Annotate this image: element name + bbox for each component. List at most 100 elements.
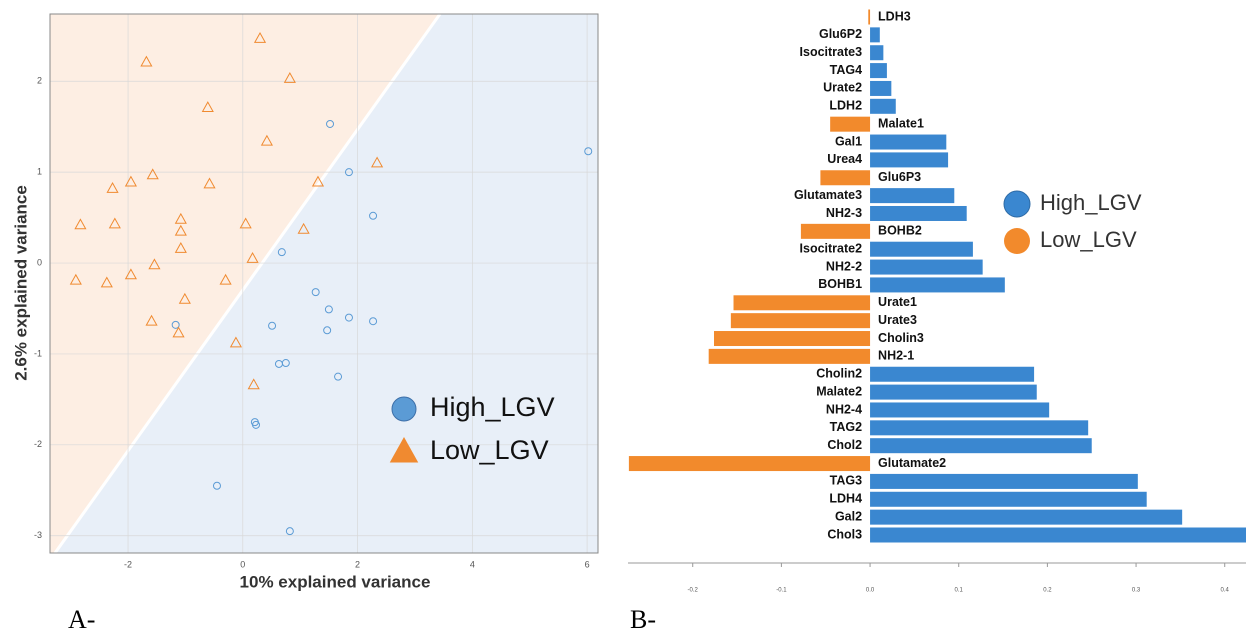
- bar: [868, 9, 871, 25]
- bar-label: Chol3: [827, 527, 862, 541]
- point: [297, 222, 310, 234]
- bar: [870, 509, 1183, 525]
- point: [584, 147, 593, 156]
- x-tick-label: 0.0: [866, 588, 875, 594]
- point: [124, 175, 137, 187]
- point: [74, 218, 87, 230]
- bar-label: Cholin2: [816, 367, 862, 381]
- x-tick-label: 4: [470, 559, 475, 569]
- legend-marker: [1004, 228, 1030, 254]
- bar-label: Urea4: [827, 152, 862, 166]
- point: [253, 32, 267, 43]
- bar-label: Isocitrate2: [800, 242, 863, 256]
- bar: [870, 205, 967, 221]
- bar: [870, 152, 949, 168]
- bar: [870, 27, 880, 43]
- bar-label: Isocitrate3: [800, 45, 863, 59]
- bar-label: NH2-4: [826, 402, 862, 416]
- legend-label: High_LGV: [1040, 190, 1142, 215]
- x-tick-label: 0.3: [1132, 588, 1141, 594]
- y-tick-label: 2: [37, 76, 42, 86]
- bar-label: TAG4: [830, 63, 862, 77]
- panel-label: A-: [68, 605, 95, 634]
- point: [246, 251, 259, 263]
- bar-label: NH2-3: [826, 206, 862, 220]
- point: [124, 268, 137, 280]
- point: [106, 181, 119, 193]
- point: [369, 211, 378, 220]
- point: [323, 326, 332, 335]
- point: [326, 119, 335, 128]
- point: [201, 101, 214, 112]
- bar-label: Urate3: [878, 313, 917, 327]
- point: [369, 317, 378, 326]
- point: [229, 336, 242, 348]
- point: [174, 224, 187, 236]
- panel-label: B-: [630, 605, 656, 634]
- bar: [870, 241, 973, 257]
- point: [219, 273, 232, 285]
- y-tick-label: 1: [37, 167, 42, 177]
- x-axis-label: 10% explained variance: [240, 572, 431, 591]
- legend-marker: [1003, 190, 1031, 218]
- point: [174, 241, 187, 253]
- point: [277, 248, 286, 257]
- bar-label: BOHB2: [878, 224, 922, 238]
- bar-label: Urate1: [878, 295, 917, 309]
- point: [344, 168, 353, 177]
- bar: [714, 331, 871, 347]
- bar-label: Cholin3: [878, 331, 924, 345]
- bar-label: Gal1: [835, 134, 862, 148]
- legend-marker: [391, 396, 417, 422]
- point: [140, 55, 153, 67]
- bar-label: Glu6P3: [878, 170, 921, 184]
- bar: [870, 438, 1092, 454]
- bar: [820, 170, 871, 186]
- x-tick-label: 0: [240, 559, 245, 569]
- bar-label: Malate2: [816, 384, 862, 398]
- point: [69, 273, 82, 285]
- bar-label: NH2-2: [826, 259, 862, 273]
- x-tick-label: 0.2: [1043, 588, 1052, 594]
- decision-boundary: [53, 13, 442, 554]
- point: [260, 134, 273, 146]
- bar: [870, 188, 955, 204]
- bar: [870, 420, 1089, 436]
- bar: [870, 491, 1147, 507]
- grid: [50, 14, 598, 553]
- x-tick-label: -2: [124, 559, 132, 569]
- y-axis-label: 2.6% explained variance: [11, 185, 30, 381]
- point: [178, 292, 191, 304]
- point: [239, 217, 252, 229]
- bar: [870, 134, 947, 150]
- x-tick-label: 6: [585, 559, 590, 569]
- bar-label: TAG3: [830, 474, 862, 488]
- point: [285, 527, 294, 536]
- bar: [870, 98, 896, 114]
- point: [212, 481, 221, 490]
- bar: [870, 45, 884, 61]
- bar-label: TAG2: [830, 420, 862, 434]
- y-tick-label: 0: [37, 257, 42, 267]
- x-tick-label: 0.1: [955, 588, 964, 594]
- point: [172, 326, 185, 338]
- legend-label: High_LGV: [430, 392, 555, 422]
- bar: [870, 63, 887, 79]
- point: [171, 320, 180, 329]
- legend-label: Low_LGV: [1040, 227, 1137, 252]
- point: [247, 378, 260, 390]
- bar: [870, 402, 1050, 418]
- point: [145, 314, 158, 326]
- bar: [870, 473, 1138, 489]
- bar: [628, 456, 871, 472]
- bar: [870, 384, 1037, 400]
- bar-label: LDH3: [878, 9, 911, 23]
- plot-frame: [49, 13, 599, 554]
- bar: [730, 313, 871, 329]
- x-tick-label: -0.1: [776, 588, 787, 594]
- point: [203, 177, 216, 189]
- bar-label: Glutamate3: [794, 188, 862, 202]
- y-tick-label: -3: [34, 530, 42, 540]
- point: [283, 72, 296, 83]
